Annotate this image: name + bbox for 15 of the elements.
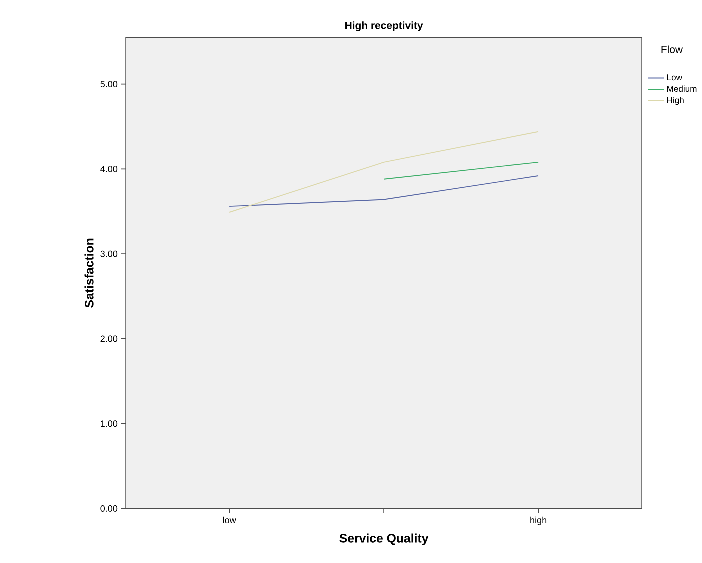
legend-label: High (667, 96, 684, 105)
x-tick-label: high (530, 516, 547, 526)
legend-label: Medium (667, 86, 697, 92)
y-tick-label: 3.00 (100, 250, 118, 258)
x-axis-title: Service Quality (340, 534, 429, 546)
y-tick-label: 1.00 (101, 420, 118, 427)
legend-title: Flow (662, 46, 684, 54)
y-tick-label: 5.00 (100, 80, 118, 88)
y-axis-title: Satisfaction (84, 238, 94, 308)
chart-title: High receptivity (346, 21, 424, 32)
x-tick-label: low (223, 516, 236, 524)
legend-label: Low (667, 74, 683, 80)
y-tick-label: 0.00 (100, 505, 118, 512)
y-tick-label: 4.00 (100, 166, 118, 172)
y-tick-label: 2.00 (100, 336, 118, 342)
